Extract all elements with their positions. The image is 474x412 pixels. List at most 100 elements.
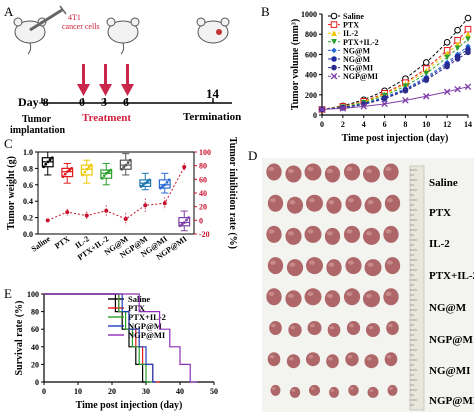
x-tick-label: 2 — [341, 120, 345, 129]
x-tick-label: Saline — [30, 234, 53, 254]
tumor-sample — [285, 227, 302, 245]
tumor-highlight — [365, 231, 372, 236]
box-point — [124, 163, 128, 167]
data-point — [443, 88, 451, 96]
photo-label: IL-2 — [429, 238, 450, 250]
tumor-highlight — [368, 325, 374, 330]
tumor-sample — [266, 163, 282, 181]
y-axis-label: Survival rate (%) — [14, 301, 25, 376]
tumor-sample — [345, 194, 362, 212]
tumor-sample — [286, 196, 304, 214]
y-tick-label: 80 — [31, 308, 39, 317]
data-point — [444, 54, 450, 61]
x-tick-label: 30 — [142, 387, 150, 396]
tumor-sample — [304, 288, 322, 306]
box-point — [63, 172, 67, 176]
tumor-highlight — [366, 357, 372, 361]
x-tick-label: 8 — [403, 120, 407, 129]
survival-line — [44, 293, 197, 383]
tumor-sample — [345, 352, 359, 367]
tumor-highlight — [346, 291, 353, 296]
data-point — [330, 12, 338, 20]
data-point — [331, 56, 337, 62]
y-tick-label: 600 — [305, 50, 317, 59]
panel-label-d: D — [248, 148, 257, 163]
box-point — [167, 178, 171, 182]
x-tick-label: PTX — [53, 234, 71, 251]
tumor-sample — [304, 163, 322, 181]
tumor-highlight — [287, 293, 294, 298]
tumor-sample — [364, 259, 382, 277]
legend-label: NGP@MI — [343, 72, 378, 81]
y-tick-label: 0.4 — [23, 197, 33, 206]
tumor-highlight — [290, 325, 296, 330]
photo-label: PTX+IL-2 — [429, 270, 474, 282]
treatment-arrows — [77, 64, 134, 96]
data-point — [443, 38, 451, 46]
tumor-highlight — [347, 355, 353, 359]
tumor-highlight — [367, 200, 374, 205]
data-point — [465, 49, 471, 56]
panel-label-a: A — [4, 4, 14, 19]
data-point — [465, 36, 471, 43]
inhibition-point — [84, 213, 89, 218]
y-tick-label: 0 — [35, 378, 39, 387]
tumor-sample — [363, 290, 380, 308]
survival-line — [44, 293, 153, 383]
tumor-highlight — [309, 323, 315, 328]
tumor-highlight — [386, 355, 392, 359]
x-tick-label: 14 — [464, 120, 472, 129]
box-point — [66, 170, 69, 174]
tumor-sample — [267, 194, 284, 212]
box-point — [48, 158, 52, 162]
tumor-grid — [266, 163, 401, 398]
data-point — [360, 103, 367, 110]
x-axis-label: Time post injection (day) — [76, 400, 183, 411]
tumor-sample — [383, 163, 399, 181]
tumor-sample — [329, 386, 339, 398]
tumor-highlight — [387, 323, 393, 328]
tumor-highlight — [365, 168, 372, 174]
tumor-highlight — [385, 291, 392, 296]
y2-axis-label: Tumor inhibition rate (%) — [227, 137, 238, 249]
tumor-sample — [367, 386, 379, 398]
box-point — [105, 171, 108, 175]
legend-label: NG@M — [343, 46, 370, 55]
tumor-sample — [269, 321, 282, 335]
box-point — [50, 156, 54, 160]
data-point — [402, 87, 409, 94]
tumor-sample — [306, 194, 323, 212]
y-tick-label: 0 — [313, 111, 317, 120]
tumor-highlight — [386, 260, 393, 265]
tumor-highlight — [287, 231, 294, 236]
tumor-highlight — [346, 166, 353, 172]
box-point — [161, 185, 165, 188]
panel-label-e: E — [4, 286, 12, 301]
tumor-highlight — [307, 229, 314, 234]
y-axis-label: Tumor weight (g) — [6, 156, 17, 230]
tumor-highlight — [328, 262, 335, 267]
dose-arrow-icon — [99, 64, 112, 96]
data-point — [423, 93, 430, 100]
inhibition-point — [182, 165, 187, 170]
ruler-ticks — [410, 169, 417, 406]
photo-label: NGP@M — [429, 334, 473, 346]
survival-line — [44, 293, 157, 383]
tumor-highlight — [347, 198, 354, 203]
tumor-highlight — [327, 357, 333, 361]
tumor-sample — [383, 225, 399, 243]
mouse-icon — [196, 17, 230, 44]
legend-label: NGP@M — [128, 321, 162, 331]
legend-label: NG@M — [343, 55, 370, 64]
tumor-highlight — [308, 355, 314, 359]
box-point — [83, 170, 87, 174]
y2-tick-label: -20 — [199, 230, 210, 239]
box-point — [180, 222, 184, 226]
tumor-highlight — [307, 291, 314, 296]
data-point — [444, 63, 450, 70]
data-point — [331, 64, 337, 71]
photo-labels: Saline PTX IL-2 PTX+IL-2 NG@M NGP@M NG@M… — [429, 177, 474, 407]
tumor-highlight — [326, 293, 333, 298]
tumor-weight-chart: 0.0 0.2 0.4 0.6 0.8 1.0 -20 0 20 40 60 80 100 Tumor w… — [6, 137, 238, 262]
tumor-highlight — [271, 387, 276, 390]
